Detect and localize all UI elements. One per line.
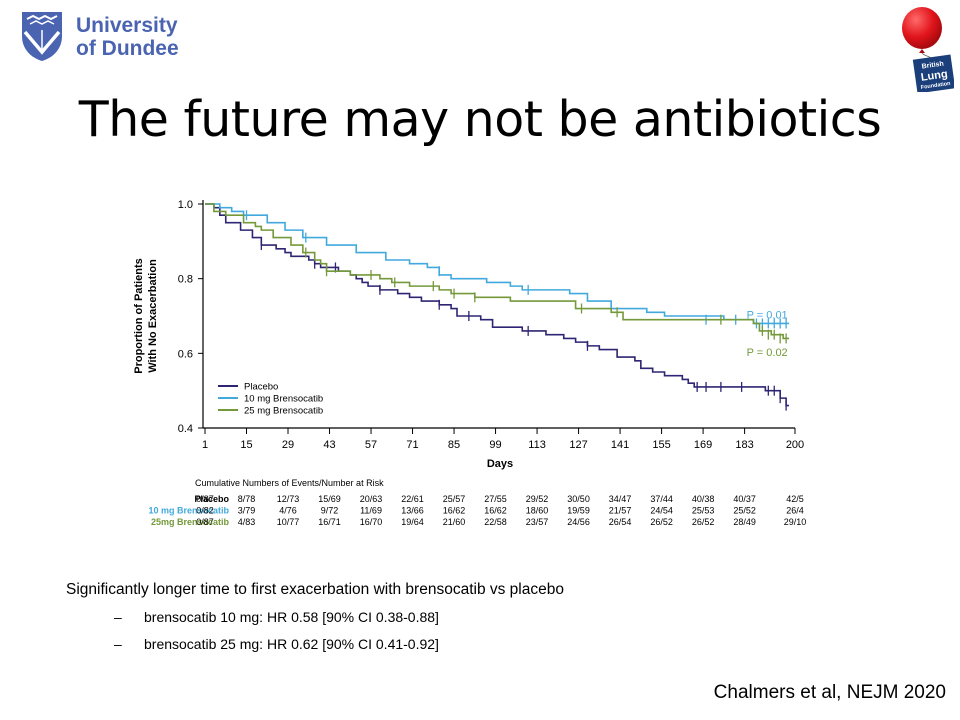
risk-cell-bren10: 19/59 xyxy=(567,506,590,516)
x-tick-label: 57 xyxy=(365,439,377,451)
p-value-bren10: P = 0.01 xyxy=(747,310,788,322)
risk-cell-bren10: 11/69 xyxy=(360,506,382,516)
bullet-item-10mg: – brensocatib 10 mg: HR 0.58 [90% CI 0.38… xyxy=(114,605,914,629)
risk-cell-placebo: 42/5 xyxy=(786,494,804,504)
risk-cell-placebo: 22/61 xyxy=(401,494,424,504)
risk-cell-bren10: 24/54 xyxy=(650,506,673,516)
y-axis-title-line1: Proportion of Patients xyxy=(133,258,145,374)
legend-label-placebo: Placebo xyxy=(244,382,278,393)
x-tick-label: 29 xyxy=(282,439,294,451)
citation: Chalmers et al, NEJM 2020 xyxy=(713,682,946,703)
risk-cell-bren25: 10/77 xyxy=(277,517,300,527)
km-curve-placebo xyxy=(205,203,790,407)
dundee-crest-icon xyxy=(22,12,62,61)
risk-cell-bren25: 16/71 xyxy=(318,517,341,527)
risk-cell-bren25: 22/58 xyxy=(484,517,507,527)
bullet-text-10mg: brensocatib 10 mg: HR 0.58 [90% CI 0.38-… xyxy=(144,609,439,625)
university-wordmark-line2: of Dundee xyxy=(76,37,179,60)
risk-cell-bren10: 26/4 xyxy=(786,506,804,516)
x-tick-label: 200 xyxy=(786,439,804,451)
risk-cell-bren10: 25/53 xyxy=(692,506,715,516)
risk-cell-placebo: 15/69 xyxy=(318,494,341,504)
y-tick-label: 0.4 xyxy=(178,423,193,435)
x-tick-label: 1 xyxy=(202,439,208,451)
x-tick-label: 99 xyxy=(489,439,501,451)
risk-table-title: Cumulative Numbers of Events/Number at R… xyxy=(195,478,384,488)
y-tick-label: 1.0 xyxy=(178,199,193,211)
risk-cell-placebo: 34/47 xyxy=(609,494,632,504)
kaplan-meier-chart: 0.4 0.6 0.8 1.0 1 15 29 43 57 71 85 99 113 127 141 155 1… xyxy=(133,199,807,527)
british-lung-foundation-logo: British Lung Foundation xyxy=(902,7,954,92)
risk-cell-bren10: 13/66 xyxy=(401,506,424,516)
x-tick-label: 155 xyxy=(652,439,670,451)
risk-cell-bren25: 0/87 xyxy=(196,517,214,527)
risk-cell-bren25: 26/52 xyxy=(650,517,673,527)
summary-text: Significantly longer time to first exace… xyxy=(66,581,564,598)
risk-cell-bren25: 16/70 xyxy=(360,517,383,527)
bullet-item-25mg: – brensocatib 25 mg: HR 0.62 [90% CI 0.41… xyxy=(114,632,914,656)
balloon-icon xyxy=(902,7,942,60)
x-tick-label: 85 xyxy=(448,439,460,451)
risk-cell-bren10: 16/62 xyxy=(484,506,507,516)
risk-cell-placebo: 12/73 xyxy=(277,494,300,504)
blf-line3: Foundation xyxy=(920,81,951,91)
risk-cell-bren25: 4/83 xyxy=(238,517,256,527)
risk-cell-placebo: 37/44 xyxy=(650,494,673,504)
bullet-text-25mg: brensocatib 25 mg: HR 0.62 [90% CI 0.41-… xyxy=(144,636,439,652)
findings-list: Significantly longer time to first exace… xyxy=(66,578,866,656)
risk-cell-bren25: 26/52 xyxy=(692,517,715,527)
risk-cell-placebo: 40/38 xyxy=(692,494,715,504)
y-tick-label: 0.8 xyxy=(178,274,193,286)
y-tick-label: 0.6 xyxy=(178,348,193,360)
university-wordmark-line1: University xyxy=(76,14,178,37)
risk-cell-bren10: 16/62 xyxy=(443,506,466,516)
risk-cell-bren10: 21/57 xyxy=(609,506,632,516)
y-axis-title-line2: With No Exacerbation xyxy=(147,259,159,373)
risk-cell-bren25: 23/57 xyxy=(526,517,549,527)
slide-title: The future may not be antibiotics xyxy=(78,91,882,148)
blf-line1: British xyxy=(921,61,944,71)
risk-cell-bren25: 28/49 xyxy=(733,517,756,527)
x-tick-label: 127 xyxy=(569,439,587,451)
risk-row-label-placebo: Placebo xyxy=(194,494,229,504)
x-axis-title: Days xyxy=(487,458,513,470)
risk-cell-bren10: 18/60 xyxy=(526,506,549,516)
bullet-dash: – xyxy=(114,609,122,625)
risk-cell-placebo: 30/50 xyxy=(567,494,590,504)
x-tick-label: 141 xyxy=(611,439,629,451)
x-tick-label: 169 xyxy=(694,439,712,451)
risk-cell-placebo: 20/63 xyxy=(360,494,383,504)
risk-row-label-bren25: 25mg Brensocatib xyxy=(151,517,230,527)
risk-cell-placebo: 25/57 xyxy=(443,494,466,504)
risk-cell-bren10: 3/79 xyxy=(238,506,256,516)
risk-cell-bren25: 29/10 xyxy=(784,517,807,527)
risk-cell-bren10: 9/72 xyxy=(321,506,339,516)
risk-cell-bren10: 4/76 xyxy=(279,506,297,516)
p-value-bren25: P = 0.02 xyxy=(747,347,788,359)
risk-cell-placebo: 27/55 xyxy=(484,494,507,504)
x-tick-label: 15 xyxy=(240,439,252,451)
x-tick-label: 71 xyxy=(406,439,418,451)
risk-cell-placebo: 29/52 xyxy=(526,494,549,504)
legend-label-bren10: 10 mg Brensocatib xyxy=(244,394,323,405)
x-tick-label: 43 xyxy=(323,439,335,451)
risk-cell-placebo: 0/87 xyxy=(196,494,214,504)
risk-cell-bren25: 19/64 xyxy=(401,517,424,527)
risk-cell-bren25: 21/60 xyxy=(443,517,466,527)
km-curve-bren25 xyxy=(205,203,790,340)
risk-cell-bren25: 24/56 xyxy=(567,517,590,527)
blf-line2: Lung xyxy=(920,68,948,84)
risk-cell-bren25: 26/54 xyxy=(609,517,632,527)
risk-cell-bren10: 0/82 xyxy=(196,506,214,516)
bullet-dash: – xyxy=(114,636,122,652)
university-of-dundee-logo: University of Dundee xyxy=(20,8,200,66)
x-tick-label: 113 xyxy=(528,439,546,451)
risk-cell-placebo: 40/37 xyxy=(733,494,756,504)
x-tick-label: 183 xyxy=(735,439,753,451)
km-curve-bren10 xyxy=(205,203,790,325)
legend-label-bren25: 25 mg Brensocatib xyxy=(244,406,323,417)
risk-cell-bren10: 25/52 xyxy=(733,506,756,516)
risk-row-label-bren10: 10 mg Brensocatib xyxy=(148,506,229,516)
risk-cell-placebo: 8/78 xyxy=(238,494,256,504)
